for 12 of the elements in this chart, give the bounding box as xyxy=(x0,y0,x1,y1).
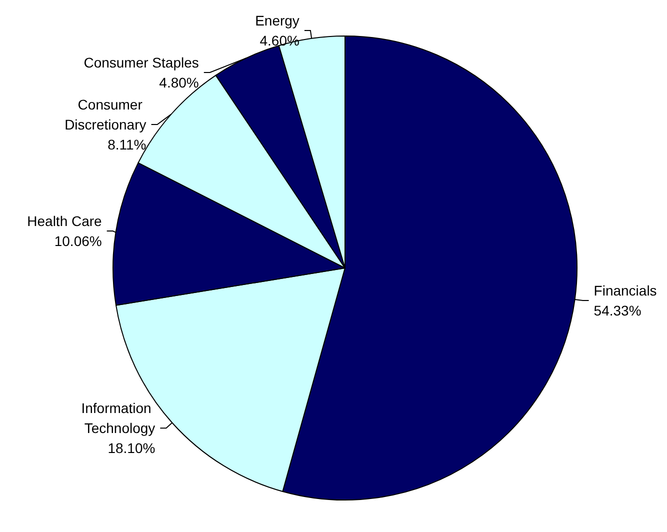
slice-label: Information Technology xyxy=(81,400,156,436)
data-label: 10.06% xyxy=(54,233,102,250)
slice-label: Health Care xyxy=(27,213,102,230)
slice-label: Energy xyxy=(255,12,300,28)
data-label: 18.10% xyxy=(108,440,156,456)
data-label: 4.80% xyxy=(159,74,199,90)
slice-label: Consumer Staples xyxy=(84,54,199,70)
data-label: 54.33% xyxy=(594,302,642,319)
slice-label: Financials xyxy=(594,282,657,299)
data-label: 8.11% xyxy=(108,136,146,152)
data-label: 4.60% xyxy=(260,32,300,48)
slice-label: Consumer Discretionary xyxy=(64,96,146,132)
